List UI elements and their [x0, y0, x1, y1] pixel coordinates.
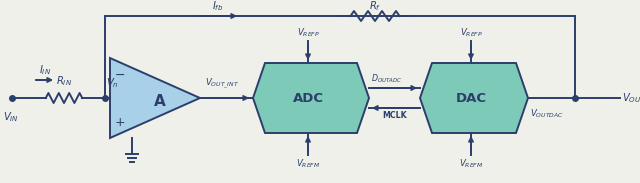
Text: $V_{REFM}$: $V_{REFM}$	[296, 157, 320, 169]
Text: $V_{OUTDAC}$: $V_{OUTDAC}$	[530, 108, 564, 120]
Text: DAC: DAC	[456, 92, 486, 104]
Text: $R_{IN}$: $R_{IN}$	[56, 74, 72, 88]
Text: $R_f$: $R_f$	[369, 0, 381, 13]
Text: $D_{OUTADC}$: $D_{OUTADC}$	[371, 72, 403, 85]
Polygon shape	[420, 63, 528, 133]
Text: $V_n$: $V_n$	[106, 76, 119, 90]
Polygon shape	[110, 58, 200, 138]
Text: $V_{REFP}$: $V_{REFP}$	[460, 27, 483, 39]
Text: $I_{IN}$: $I_{IN}$	[39, 63, 51, 77]
Text: $V_{REFP}$: $V_{REFP}$	[296, 27, 319, 39]
Text: $V_{OUT}$: $V_{OUT}$	[622, 91, 640, 105]
Text: A: A	[154, 94, 165, 109]
Text: ADC: ADC	[292, 92, 323, 104]
Text: $-$: $-$	[115, 68, 125, 81]
Text: $V_{OUT\_INT}$: $V_{OUT\_INT}$	[205, 76, 239, 91]
Text: MCLK: MCLK	[382, 111, 407, 120]
Text: $+$: $+$	[115, 115, 125, 128]
Polygon shape	[253, 63, 369, 133]
Text: $I_{fb}$: $I_{fb}$	[212, 0, 223, 13]
Text: $V_{IN}$: $V_{IN}$	[3, 110, 19, 124]
Text: $V_{REFM}$: $V_{REFM}$	[459, 157, 483, 169]
